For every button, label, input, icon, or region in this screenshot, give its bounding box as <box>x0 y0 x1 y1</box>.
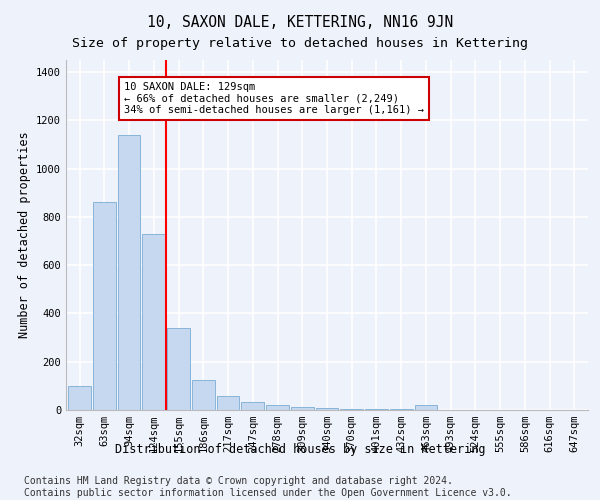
Text: 10, SAXON DALE, KETTERING, NN16 9JN: 10, SAXON DALE, KETTERING, NN16 9JN <box>147 15 453 30</box>
Bar <box>68 386 91 410</box>
Bar <box>340 409 363 410</box>
Bar <box>415 405 437 410</box>
Bar <box>365 409 388 410</box>
Y-axis label: Number of detached properties: Number of detached properties <box>17 132 31 338</box>
Bar <box>93 202 116 410</box>
Bar <box>316 408 338 410</box>
Text: Distribution of detached houses by size in Kettering: Distribution of detached houses by size … <box>115 442 485 456</box>
Bar <box>241 402 264 410</box>
Bar <box>217 396 239 410</box>
Bar <box>118 135 140 410</box>
Bar <box>266 404 289 410</box>
Bar <box>291 406 314 410</box>
Text: 10 SAXON DALE: 129sqm
← 66% of detached houses are smaller (2,249)
34% of semi-d: 10 SAXON DALE: 129sqm ← 66% of detached … <box>124 82 424 115</box>
Text: Contains HM Land Registry data © Crown copyright and database right 2024.
Contai: Contains HM Land Registry data © Crown c… <box>24 476 512 498</box>
Bar <box>142 234 165 410</box>
Bar <box>192 380 215 410</box>
Bar <box>167 328 190 410</box>
Text: Size of property relative to detached houses in Kettering: Size of property relative to detached ho… <box>72 38 528 51</box>
